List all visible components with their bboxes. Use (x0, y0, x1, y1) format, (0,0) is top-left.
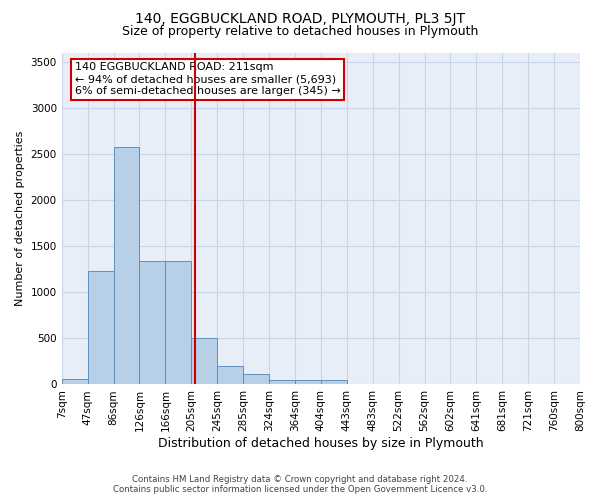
Text: Contains HM Land Registry data © Crown copyright and database right 2024.
Contai: Contains HM Land Registry data © Crown c… (113, 474, 487, 494)
X-axis label: Distribution of detached houses by size in Plymouth: Distribution of detached houses by size … (158, 437, 484, 450)
Bar (113, 146, 139, 384)
Bar (88, 271, 113, 384)
Bar (139, 261, 166, 384)
Bar (295, 380, 321, 384)
Text: 140, EGGBUCKLAND ROAD, PLYMOUTH, PL3 5JT: 140, EGGBUCKLAND ROAD, PLYMOUTH, PL3 5JT (135, 12, 465, 26)
Bar (166, 261, 191, 384)
Bar (321, 380, 347, 384)
Bar (62, 379, 88, 384)
Bar (269, 380, 295, 384)
Bar (217, 366, 243, 384)
Y-axis label: Number of detached properties: Number of detached properties (15, 131, 25, 306)
Text: Size of property relative to detached houses in Plymouth: Size of property relative to detached ho… (122, 25, 478, 38)
Bar (243, 374, 269, 384)
Text: 140 EGGBUCKLAND ROAD: 211sqm
← 94% of detached houses are smaller (5,693)
6% of : 140 EGGBUCKLAND ROAD: 211sqm ← 94% of de… (74, 62, 340, 96)
Bar (191, 338, 217, 384)
